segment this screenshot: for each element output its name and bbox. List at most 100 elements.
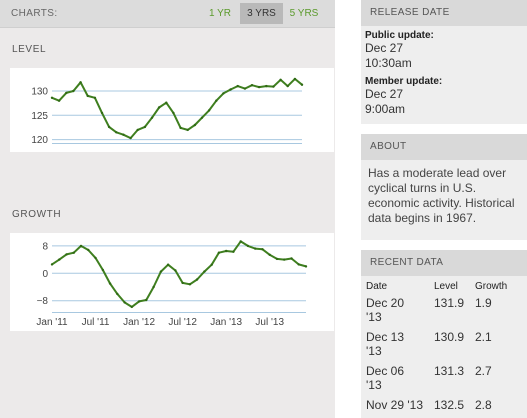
level-data-point [129, 136, 132, 140]
growth-y-tick-label: 0 [42, 269, 48, 280]
growth-chart-title: GROWTH [12, 209, 62, 220]
level-data-point [179, 126, 182, 130]
growth-data-point [203, 270, 206, 273]
level-data-point [257, 85, 261, 89]
level-data-point [93, 96, 97, 99]
level-y-tick-label: 130 [31, 87, 48, 98]
growth-data-point [108, 282, 112, 285]
level-data-point [122, 133, 125, 136]
level-data-point [286, 84, 289, 88]
growth-data-point [261, 248, 264, 251]
growth-x-tick-label: Jan '13 [210, 317, 242, 328]
level-data-point [72, 89, 75, 93]
growth-y-tick-label: 8 [42, 241, 48, 252]
growth-x-tick-label: Jan '12 [123, 317, 155, 328]
growth-data-point [254, 247, 257, 250]
level-data-point [215, 99, 218, 102]
growth-chart-svg: −8 0 8 Jan '11 Jul '11 Jan '12 Jul '12 Jan '13 J… [36, 240, 308, 328]
recent-data-level-header: Level [434, 281, 458, 292]
about-text: Has a moderate lead over cyclical turns … [368, 166, 515, 225]
charts-label: CHARTS: [11, 8, 58, 19]
growth-data-point [174, 269, 177, 272]
growth-data-point [58, 258, 61, 261]
level-data-point [243, 87, 247, 90]
level-data-point [193, 123, 197, 127]
info-sidebar: RELEASE DATE Public update: Dec 27 10:30… [361, 0, 527, 418]
growth-data-point [210, 263, 213, 266]
growth-data-point [152, 285, 155, 289]
level-data-point [150, 116, 154, 119]
row-level: 132.5 [434, 398, 465, 412]
growth-x-tick-label: Jan '11 [36, 317, 68, 328]
level-data-point [300, 83, 304, 86]
range-1yr-button[interactable]: 1 YR [208, 8, 232, 19]
row-growth: 2.7 [475, 364, 492, 378]
row-growth: 1.9 [475, 296, 492, 310]
growth-x-tick-label: Jul '11 [82, 317, 110, 328]
level-data-point [229, 88, 232, 91]
level-series-line [51, 77, 303, 140]
growth-data-point [94, 256, 97, 260]
row-level: 131.3 [434, 364, 465, 378]
row-level: 130.9 [434, 330, 465, 344]
growth-data-point [72, 251, 75, 254]
level-data-point [200, 116, 204, 119]
level-data-point [207, 109, 211, 112]
range-3yrs-button[interactable]: 3 YRS [240, 3, 283, 24]
level-data-point [50, 96, 54, 99]
growth-data-point [123, 301, 126, 304]
growth-data-point [232, 250, 235, 253]
about-body: Has a moderate lead over cyclical turns … [361, 160, 527, 240]
growth-data-point [290, 257, 293, 260]
level-data-point [186, 128, 189, 132]
growth-data-point [239, 240, 242, 243]
growth-data-point [50, 263, 54, 266]
level-data-point [157, 106, 161, 109]
growth-data-point [159, 270, 163, 273]
recent-data-table: Date Level Growth Dec 20 '13 131.9 1.9 D… [361, 276, 527, 418]
level-data-point [79, 81, 82, 84]
growth-data-point [275, 257, 279, 261]
growth-data-point [225, 249, 228, 253]
growth-y-tick-label: −8 [37, 296, 49, 307]
growth-chart: −8 0 8 Jan '11 Jul '11 Jan '12 Jul '12 Jan '13 J… [10, 233, 334, 331]
level-data-point [272, 85, 275, 88]
row-growth: 2.1 [475, 330, 492, 344]
level-data-point [222, 92, 225, 95]
level-data-point [236, 84, 239, 88]
growth-data-point [166, 263, 170, 266]
charts-panel: CHARTS: 1 YR 3 YRS 5 YRS LEVEL 120 125 130… [0, 0, 335, 418]
growth-data-point [87, 248, 90, 252]
charts-range-bar: CHARTS: 1 YR 3 YRS 5 YRS [0, 0, 335, 28]
row-date: Dec 20 [366, 296, 405, 310]
level-data-point [250, 84, 254, 87]
range-5yrs-button[interactable]: 5 YRS [289, 8, 319, 19]
about-header: ABOUT [361, 134, 527, 160]
recent-data-header: RECENT DATA [361, 250, 527, 276]
growth-data-point [268, 253, 271, 256]
row-date: Nov 29 '13 [366, 398, 423, 412]
level-chart-title: LEVEL [12, 44, 47, 55]
growth-data-point [116, 292, 119, 296]
growth-data-point [65, 253, 68, 256]
level-data-point [265, 84, 268, 88]
member-update-label: Member update: [365, 76, 443, 87]
public-update-time: 10:30am [365, 56, 412, 70]
row-date: Dec 06 [366, 364, 405, 378]
row-date-year: '13 [366, 378, 382, 392]
release-date-body: Public update: Dec 27 10:30am Member upd… [361, 26, 527, 124]
level-data-point [136, 128, 139, 132]
level-data-point [107, 125, 111, 129]
level-data-point [165, 101, 168, 104]
row-date: Dec 13 [366, 330, 405, 344]
member-update-time: 9:00am [365, 102, 406, 116]
level-data-point [100, 111, 104, 115]
growth-data-point [188, 283, 192, 286]
growth-data-point [145, 298, 148, 302]
growth-x-tick-label: Jul '12 [168, 317, 197, 328]
growth-data-point [195, 278, 199, 281]
row-date-year: '13 [366, 344, 382, 358]
level-data-point [115, 131, 118, 134]
level-data-point [293, 77, 297, 81]
